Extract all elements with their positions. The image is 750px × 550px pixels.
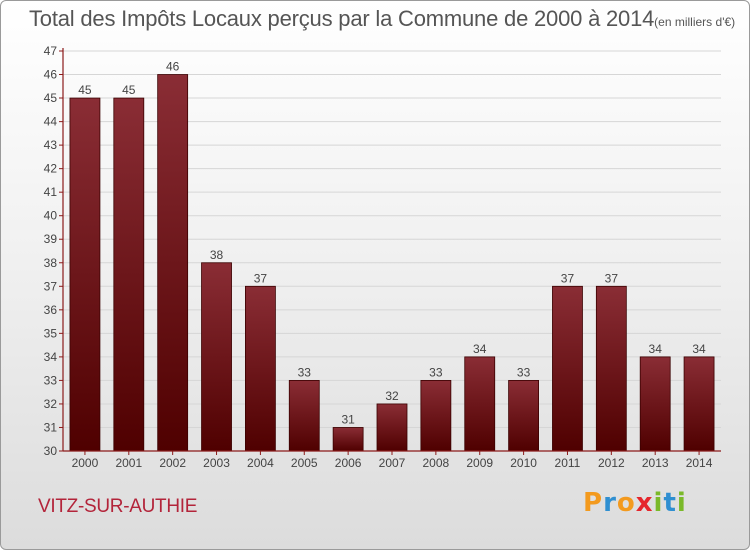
bar: [639, 356, 671, 452]
bar-value-label: 33: [517, 365, 531, 379]
y-tick-label: 32: [44, 397, 58, 411]
x-tick-label: 2010: [510, 456, 537, 470]
bar: [376, 403, 408, 452]
bar: [69, 97, 101, 452]
bar-value-label: 33: [298, 365, 312, 379]
x-tick-label: 2001: [115, 456, 142, 470]
bar-value-label: 32: [385, 389, 399, 403]
logo-letter: r: [603, 488, 617, 518]
y-tick-label: 45: [44, 91, 58, 105]
bar: [332, 427, 364, 452]
y-tick-label: 46: [44, 68, 58, 82]
x-tick-label: 2014: [686, 456, 713, 470]
y-tick-label: 41: [44, 185, 58, 199]
bar: [683, 356, 715, 452]
bar-value-label: 37: [605, 271, 619, 285]
x-tick-label: 2000: [72, 456, 99, 470]
bar: [552, 285, 583, 452]
y-tick-label: 37: [44, 279, 58, 293]
x-tick-label: 2011: [555, 456, 581, 470]
y-tick-label: 39: [44, 232, 58, 246]
y-tick-label: 31: [44, 420, 58, 434]
y-tick-label: 42: [44, 162, 58, 176]
logo-letter: P: [583, 488, 604, 518]
y-tick-label: 30: [44, 444, 58, 458]
bar-value-label: 33: [429, 365, 443, 379]
bar-value-label: 34: [649, 342, 663, 356]
x-tick-label: 2007: [379, 456, 406, 470]
y-tick-label: 44: [44, 115, 58, 129]
title-unit: (en milliers d'€): [654, 15, 736, 29]
y-tick-label: 43: [44, 138, 58, 152]
bar-value-label: 34: [692, 342, 706, 356]
chart-title: Total des Impôts Locaux perçus par la Co…: [29, 6, 735, 32]
bar: [508, 380, 540, 452]
x-tick-label: 2002: [159, 456, 186, 470]
bar-value-label: 45: [122, 83, 136, 97]
bar: [595, 285, 627, 452]
commune-name: VITZ-SUR-AUTHIE: [38, 496, 198, 517]
y-tick-label: 40: [44, 209, 58, 223]
y-tick-label: 35: [44, 326, 58, 340]
bar: [464, 356, 496, 452]
x-tick-label: 2006: [335, 456, 362, 470]
proxiti-logo: Proxiti: [583, 488, 687, 518]
logo-letter: x: [635, 488, 654, 518]
logo-letter: i: [676, 488, 687, 518]
title-text: Total des Impôts Locaux perçus par la Co…: [29, 6, 655, 31]
bar: [157, 74, 189, 452]
x-tick-label: 2005: [291, 456, 318, 470]
bar: [244, 285, 276, 452]
logo-letter: o: [616, 488, 636, 518]
bar-value-label: 38: [210, 248, 224, 262]
bar-value-label: 34: [473, 342, 487, 356]
y-tick-label: 47: [44, 44, 58, 58]
bar-value-label: 46: [166, 60, 180, 74]
bar-value-label: 37: [254, 271, 268, 285]
y-tick-label: 33: [44, 373, 58, 387]
y-tick-label: 38: [44, 256, 58, 270]
bar-value-label: 31: [341, 412, 355, 426]
x-tick-label: 2003: [203, 456, 230, 470]
bar: [113, 97, 145, 452]
logo-letter: i: [653, 488, 664, 518]
bar: [288, 380, 320, 452]
y-tick-label: 36: [44, 303, 58, 317]
bar-value-label: 45: [78, 83, 92, 97]
x-tick-label: 2012: [598, 456, 625, 470]
x-tick-label: 2008: [423, 456, 450, 470]
y-tick-label: 34: [44, 350, 58, 364]
x-tick-label: 2004: [247, 456, 274, 470]
bar: [201, 262, 232, 452]
logo-letter: t: [663, 488, 677, 518]
bar: [420, 380, 452, 452]
x-tick-label: 2013: [642, 456, 669, 470]
bar-value-label: 37: [561, 271, 575, 285]
x-tick-label: 2009: [466, 456, 493, 470]
